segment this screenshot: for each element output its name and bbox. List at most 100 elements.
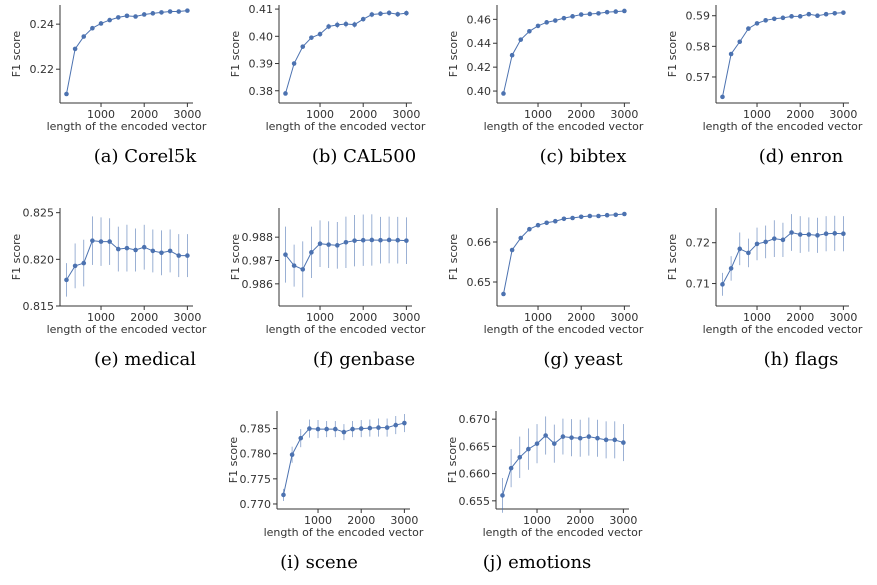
data-point <box>509 247 515 253</box>
x-axis-label: length of the encoded vector <box>47 120 207 133</box>
y-tick-label: 0.42 <box>467 61 492 74</box>
x-axis-label: length of the encoded vector <box>264 526 424 539</box>
x-tick-label: 1000 <box>87 108 115 121</box>
chart-5: 1000 2000 3000 0.986 0.987 0.988 length of the… <box>229 208 426 336</box>
y-tick-label: 0.40 <box>467 85 492 98</box>
y-tick-label: 0.820 <box>23 253 55 266</box>
data-point <box>367 425 373 431</box>
data-point <box>360 16 366 22</box>
y-tick-label: 0.57 <box>686 71 711 84</box>
series-line <box>502 213 625 295</box>
data-point <box>789 14 794 19</box>
data-point <box>720 94 725 100</box>
data-point <box>527 226 532 232</box>
x-axis-label: length of the encoded vector <box>703 323 863 336</box>
chart-3: 1000 2000 3000 0.57 0.58 0.59 length of the en… <box>666 5 863 133</box>
caption-flags: (h) flags <box>763 349 839 370</box>
data-point <box>352 238 357 243</box>
x-tick-label: 3000 <box>173 311 201 324</box>
y-tick-label: 0.987 <box>242 255 274 268</box>
caption-genbase: (f) genbase <box>312 349 416 370</box>
data-point <box>552 18 558 23</box>
data-point <box>578 214 584 220</box>
data-point <box>534 441 540 446</box>
data-point <box>728 266 734 271</box>
chart-9: 1000 2000 3000 0.655 0.660 0.665 0.670 length o… <box>446 411 643 539</box>
data-point <box>317 241 323 246</box>
data-point <box>587 213 593 219</box>
data-point <box>300 267 306 272</box>
data-point <box>560 434 566 439</box>
data-point <box>789 230 794 235</box>
data-point <box>291 263 297 268</box>
data-point <box>90 238 95 243</box>
y-tick-label: 0.41 <box>249 3 274 16</box>
series-line <box>721 12 844 97</box>
data-point <box>98 239 104 244</box>
data-point <box>185 253 190 258</box>
y-tick-label: 0.988 <box>242 231 274 244</box>
data-point <box>604 9 610 15</box>
data-point <box>577 435 583 441</box>
data-point <box>64 277 69 283</box>
data-point <box>326 242 331 247</box>
x-tick-label: 2000 <box>786 311 814 324</box>
data-point <box>343 240 349 245</box>
data-point <box>72 46 78 52</box>
y-tick-label: 0.46 <box>467 13 492 26</box>
y-tick-label: 0.986 <box>242 278 274 291</box>
x-tick-label: 2000 <box>566 514 594 527</box>
data-point <box>544 220 549 226</box>
chart-8: 1000 2000 3000 0.770 0.775 0.780 0.785 length o… <box>227 411 424 539</box>
chart-6: 1000 2000 3000 0.65 0.66 length of the encode… <box>447 208 644 336</box>
data-point <box>823 231 829 237</box>
data-point <box>291 61 297 66</box>
data-point <box>81 34 87 39</box>
y-tick-label: 0.815 <box>23 300 55 313</box>
data-point <box>150 11 156 16</box>
x-tick-label: 2000 <box>349 311 377 324</box>
x-tick-label: 2000 <box>786 108 814 121</box>
data-point <box>501 291 506 297</box>
x-tick-label: 1000 <box>87 311 115 324</box>
data-point <box>841 231 846 237</box>
data-point <box>395 237 401 243</box>
y-axis-label: F1 score <box>10 31 23 78</box>
y-tick-label: 0.770 <box>240 498 272 511</box>
data-point <box>561 216 567 222</box>
data-point <box>527 28 532 34</box>
data-point <box>771 16 777 22</box>
data-point <box>754 21 760 26</box>
data-point <box>281 492 286 498</box>
x-axis-label: length of the encoded vector <box>47 323 207 336</box>
chart-7: 1000 2000 3000 0.71 0.72 length of the encode… <box>666 208 863 336</box>
y-axis-label: F1 score <box>446 437 459 484</box>
data-point <box>596 213 601 219</box>
data-point <box>797 14 803 19</box>
y-tick-label: 0.40 <box>249 30 274 43</box>
caption-emotions: (j) emotions <box>482 552 592 573</box>
data-point <box>376 425 381 430</box>
data-point <box>334 243 340 248</box>
data-point <box>621 440 626 445</box>
x-tick-label: 3000 <box>610 108 638 121</box>
x-axis-label: length of the encoded vector <box>266 323 426 336</box>
x-tick-label: 3000 <box>392 311 420 324</box>
x-tick-label: 1000 <box>304 514 332 527</box>
data-point <box>517 454 523 460</box>
data-point <box>535 222 541 228</box>
x-tick-label: 3000 <box>829 108 857 121</box>
data-point <box>763 18 768 23</box>
y-tick-label: 0.775 <box>240 473 272 486</box>
data-point <box>133 247 138 253</box>
data-point <box>369 12 375 17</box>
data-point <box>115 246 121 252</box>
y-axis-label: F1 score <box>229 31 242 78</box>
data-point <box>81 260 87 266</box>
data-point <box>283 252 288 257</box>
x-tick-label: 3000 <box>390 514 418 527</box>
data-point <box>622 211 627 217</box>
data-point <box>501 91 506 96</box>
x-tick-label: 1000 <box>523 514 551 527</box>
data-point <box>587 11 593 17</box>
